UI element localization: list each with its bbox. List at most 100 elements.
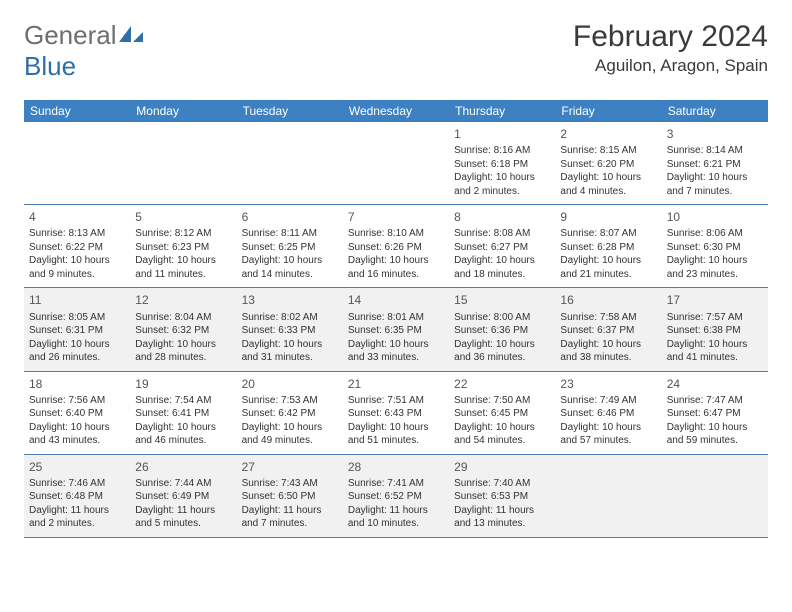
day-cell: 24Sunrise: 7:47 AMSunset: 6:47 PMDayligh…: [662, 372, 768, 454]
sunset: Sunset: 6:35 PM: [348, 324, 444, 338]
sunset: Sunset: 6:50 PM: [242, 490, 338, 504]
sunrise: Sunrise: 8:16 AM: [454, 144, 550, 158]
daylight: Daylight: 10 hours and 9 minutes.: [29, 254, 125, 281]
day-number: 5: [135, 209, 231, 225]
sunrise: Sunrise: 7:47 AM: [667, 394, 763, 408]
daylight: Daylight: 11 hours and 13 minutes.: [454, 504, 550, 531]
day-number: 17: [667, 292, 763, 308]
daylight: Daylight: 11 hours and 7 minutes.: [242, 504, 338, 531]
day-number: 4: [29, 209, 125, 225]
weekday-sunday: Sunday: [24, 100, 130, 122]
week-row: 1Sunrise: 8:16 AMSunset: 6:18 PMDaylight…: [24, 122, 768, 205]
logo: General Blue: [24, 20, 145, 82]
day-cell: 25Sunrise: 7:46 AMSunset: 6:48 PMDayligh…: [24, 455, 130, 537]
sunset: Sunset: 6:25 PM: [242, 241, 338, 255]
month-title: February 2024: [573, 20, 768, 54]
sunset: Sunset: 6:38 PM: [667, 324, 763, 338]
sunrise: Sunrise: 7:58 AM: [560, 311, 656, 325]
daylight: Daylight: 11 hours and 2 minutes.: [29, 504, 125, 531]
header: General Blue February 2024 Aguilon, Arag…: [24, 20, 768, 82]
day-number: 27: [242, 459, 338, 475]
sunrise: Sunrise: 7:53 AM: [242, 394, 338, 408]
day-cell: 4 Sunrise: 8:13 AMSunset: 6:22 PMDaylight…: [24, 205, 130, 287]
day-number: 1: [454, 126, 550, 142]
sunset: Sunset: 6:41 PM: [135, 407, 231, 421]
sunset: Sunset: 6:42 PM: [242, 407, 338, 421]
weekday-thursday: Thursday: [449, 100, 555, 122]
sunrise: Sunrise: 8:01 AM: [348, 311, 444, 325]
sunset: Sunset: 6:27 PM: [454, 241, 550, 255]
sunrise: Sunrise: 7:54 AM: [135, 394, 231, 408]
day-cell: [130, 122, 236, 204]
day-number: 26: [135, 459, 231, 475]
sunrise: Sunrise: 8:04 AM: [135, 311, 231, 325]
day-cell: 28Sunrise: 7:41 AMSunset: 6:52 PMDayligh…: [343, 455, 449, 537]
day-cell: 13Sunrise: 8:02 AMSunset: 6:33 PMDayligh…: [237, 288, 343, 370]
sunrise: Sunrise: 8:13 AM: [29, 227, 125, 241]
sunset: Sunset: 6:40 PM: [29, 407, 125, 421]
day-number: 20: [242, 376, 338, 392]
sunrise: Sunrise: 7:56 AM: [29, 394, 125, 408]
day-number: 22: [454, 376, 550, 392]
sunset: Sunset: 6:48 PM: [29, 490, 125, 504]
day-number: 10: [667, 209, 763, 225]
daylight: Daylight: 10 hours and 57 minutes.: [560, 421, 656, 448]
daylight: Daylight: 10 hours and 59 minutes.: [667, 421, 763, 448]
day-number: 21: [348, 376, 444, 392]
weekday-saturday: Saturday: [662, 100, 768, 122]
day-cell: [662, 455, 768, 537]
day-number: 8: [454, 209, 550, 225]
weekday-header-row: SundayMondayTuesdayWednesdayThursdayFrid…: [24, 100, 768, 122]
week-row: 11Sunrise: 8:05 AMSunset: 6:31 PMDayligh…: [24, 288, 768, 371]
day-number: 3: [667, 126, 763, 142]
week-row: 4Sunrise: 8:13 AMSunset: 6:22 PMDaylight…: [24, 205, 768, 288]
day-cell: 9Sunrise: 8:07 AMSunset: 6:28 PMDaylight…: [555, 205, 661, 287]
sunset: Sunset: 6:45 PM: [454, 407, 550, 421]
sunrise: Sunrise: 8:06 AM: [667, 227, 763, 241]
day-cell: 5Sunrise: 8:12 AMSunset: 6:23 PMDaylight…: [130, 205, 236, 287]
sunset: Sunset: 6:22 PM: [29, 241, 125, 255]
daylight: Daylight: 10 hours and 51 minutes.: [348, 421, 444, 448]
weekday-tuesday: Tuesday: [237, 100, 343, 122]
day-cell: 27 Sunrise: 7:43 AMSunset: 6:50 PMDayligh…: [237, 455, 343, 537]
day-number: 28: [348, 459, 444, 475]
sunset: Sunset: 6:49 PM: [135, 490, 231, 504]
day-cell: 16Sunrise: 7:58 AMSunset: 6:37 PMDayligh…: [555, 288, 661, 370]
sunrise: Sunrise: 8:14 AM: [667, 144, 763, 158]
sunset: Sunset: 6:21 PM: [667, 158, 763, 172]
day-cell: 17Sunrise: 7:57 AMSunset: 6:38 PMDayligh…: [662, 288, 768, 370]
sunrise: Sunrise: 8:10 AM: [348, 227, 444, 241]
daylight: Daylight: 10 hours and 4 minutes.: [560, 171, 656, 198]
sunrise: Sunrise: 8:02 AM: [242, 311, 338, 325]
sunset: Sunset: 6:43 PM: [348, 407, 444, 421]
day-number: 18: [29, 376, 125, 392]
weeks-container: 1Sunrise: 8:16 AMSunset: 6:18 PMDaylight…: [24, 122, 768, 538]
day-cell: 19Sunrise: 7:54 AMSunset: 6:41 PMDayligh…: [130, 372, 236, 454]
daylight: Daylight: 10 hours and 43 minutes.: [29, 421, 125, 448]
daylight: Daylight: 10 hours and 38 minutes.: [560, 338, 656, 365]
sunrise: Sunrise: 7:49 AM: [560, 394, 656, 408]
day-cell: 20Sunrise: 7:53 AMSunset: 6:42 PMDayligh…: [237, 372, 343, 454]
sunrise: Sunrise: 7:44 AM: [135, 477, 231, 491]
day-number: 16: [560, 292, 656, 308]
daylight: Daylight: 10 hours and 31 minutes.: [242, 338, 338, 365]
day-cell: 14Sunrise: 8:01 AMSunset: 6:35 PMDayligh…: [343, 288, 449, 370]
sunset: Sunset: 6:36 PM: [454, 324, 550, 338]
logo-line2: Blue: [24, 51, 76, 81]
sunrise: Sunrise: 7:40 AM: [454, 477, 550, 491]
day-cell: 1Sunrise: 8:16 AMSunset: 6:18 PMDaylight…: [449, 122, 555, 204]
weekday-monday: Monday: [130, 100, 236, 122]
logo-line1: General: [24, 20, 117, 50]
day-cell: 22Sunrise: 7:50 AMSunset: 6:45 PMDayligh…: [449, 372, 555, 454]
sunrise: Sunrise: 8:07 AM: [560, 227, 656, 241]
daylight: Daylight: 10 hours and 23 minutes.: [667, 254, 763, 281]
day-cell: [343, 122, 449, 204]
sunrise: Sunrise: 7:46 AM: [29, 477, 125, 491]
daylight: Daylight: 10 hours and 54 minutes.: [454, 421, 550, 448]
day-cell: 8Sunrise: 8:08 AMSunset: 6:27 PMDaylight…: [449, 205, 555, 287]
day-number: 9: [560, 209, 656, 225]
daylight: Daylight: 10 hours and 41 minutes.: [667, 338, 763, 365]
day-cell: 10Sunrise: 8:06 AMSunset: 6:30 PMDayligh…: [662, 205, 768, 287]
sunrise: Sunrise: 7:43 AM: [242, 477, 338, 491]
sunset: Sunset: 6:52 PM: [348, 490, 444, 504]
